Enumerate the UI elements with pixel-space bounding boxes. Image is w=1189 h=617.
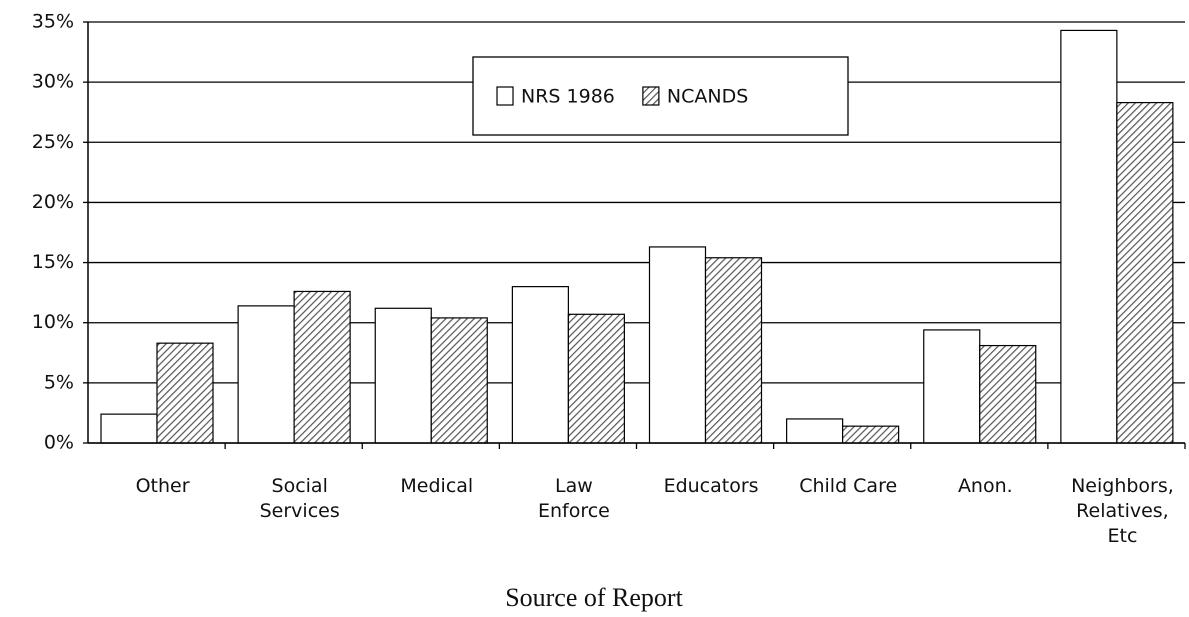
- x-tick-label: Social Services: [260, 475, 340, 522]
- y-tick-label: 35%: [32, 11, 74, 33]
- x-tick-label: Other: [136, 475, 190, 497]
- y-tick-label: 20%: [32, 191, 74, 213]
- x-tick-label: Anon.: [958, 475, 1013, 497]
- bar: [979, 344, 1037, 444]
- bar: [430, 317, 488, 444]
- legend-label: NCANDS: [667, 86, 748, 108]
- bar: [786, 418, 844, 444]
- y-tick-label: 5%: [44, 371, 74, 393]
- bar: [293, 290, 351, 444]
- y-tick-label: 30%: [32, 71, 74, 93]
- x-tick-label: Child Care: [799, 475, 897, 497]
- y-tick-label: 15%: [32, 251, 74, 273]
- bar: [648, 246, 707, 444]
- bar: [842, 425, 900, 444]
- x-tick-label: Medical: [400, 475, 473, 497]
- legend-swatch: [642, 86, 660, 106]
- bar: [511, 286, 569, 444]
- bar: [704, 257, 763, 444]
- y-tick-label: 25%: [32, 131, 74, 153]
- x-tick-label: Educators: [664, 475, 759, 497]
- bar: [374, 307, 432, 444]
- bar: [567, 313, 625, 444]
- x-axis-title: Source of Report: [505, 583, 683, 612]
- bar: [923, 329, 981, 444]
- legend-swatch: [496, 86, 514, 106]
- legend-box: [472, 56, 849, 136]
- bar: [100, 413, 158, 444]
- bar: [237, 305, 295, 444]
- x-tick-label: Law Enforce: [538, 475, 610, 522]
- legend-label: NRS 1986: [521, 86, 615, 108]
- y-tick-label: 0%: [44, 432, 74, 454]
- x-tick-label: Neighbors, Relatives, Etc: [1071, 475, 1174, 547]
- y-tick-label: 10%: [32, 311, 74, 333]
- bar: [1116, 101, 1174, 444]
- bar: [156, 342, 214, 444]
- bar: [1060, 29, 1118, 444]
